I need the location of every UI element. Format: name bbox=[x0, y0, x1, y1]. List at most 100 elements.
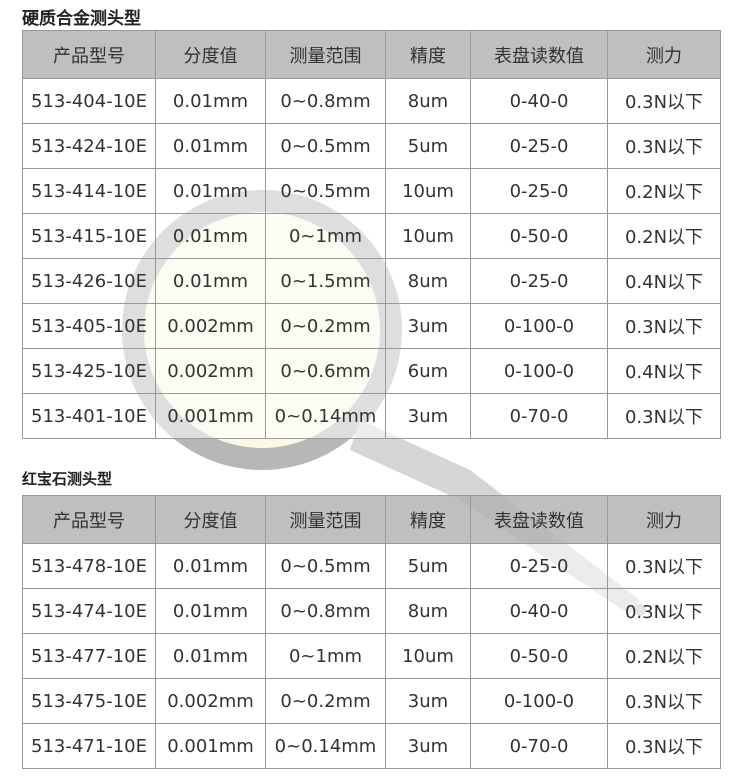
table-cell: 0.3N以下 bbox=[607, 78, 721, 124]
table-row: 513-478-10E 0.01mm 0~0.5mm 5um 0-25-0 0.3N以下 bbox=[22, 543, 721, 589]
table-cell: 0.3N以下 bbox=[607, 303, 721, 349]
table-cell: 0~0.8mm bbox=[265, 588, 386, 634]
table-row: 513-415-10E 0.01mm 0~1mm 10um 0-50-0 0.2N以下 bbox=[22, 213, 721, 259]
table-cell: 0-25-0 bbox=[470, 543, 608, 589]
table-cell: 0.3N以下 bbox=[607, 678, 721, 724]
table-cell: 3um bbox=[385, 723, 471, 769]
table-row: 513-414-10E 0.01mm 0~0.5mm 10um 0-25-0 0.2N以下 bbox=[22, 168, 721, 214]
table-cell: 513-426-10E bbox=[22, 258, 156, 304]
table-cell: 513-415-10E bbox=[22, 213, 156, 259]
table-cell: 513-401-10E bbox=[22, 393, 156, 439]
table-cell: 8um bbox=[385, 78, 471, 124]
table-row: 513-426-10E 0.01mm 0~1.5mm 8um 0-25-0 0.4N以下 bbox=[22, 258, 721, 304]
table-cell: 0-50-0 bbox=[470, 213, 608, 259]
table-cell: 0~0.5mm bbox=[265, 168, 386, 214]
table-cell: 0.3N以下 bbox=[607, 723, 721, 769]
table-cell: 0.2N以下 bbox=[607, 633, 721, 679]
table-cell: 513-414-10E bbox=[22, 168, 156, 214]
table-cell: 513-405-10E bbox=[22, 303, 156, 349]
table-cell: 10um bbox=[385, 633, 471, 679]
column-header: 精度 bbox=[385, 30, 471, 79]
table-cell: 0.4N以下 bbox=[607, 348, 721, 394]
table-cell: 0-40-0 bbox=[470, 588, 608, 634]
column-header: 产品型号 bbox=[22, 30, 156, 79]
table-cell: 0-100-0 bbox=[470, 678, 608, 724]
table-cell: 0.2N以下 bbox=[607, 168, 721, 214]
table-cell: 5um bbox=[385, 543, 471, 589]
column-header: 表盘读数值 bbox=[470, 30, 608, 79]
table-cell: 0~0.14mm bbox=[265, 393, 386, 439]
table-cell: 0.01mm bbox=[155, 543, 266, 589]
table-cell: 5um bbox=[385, 123, 471, 169]
table-cell: 0~0.6mm bbox=[265, 348, 386, 394]
table-cell: 0-70-0 bbox=[470, 723, 608, 769]
table-cell: 0.002mm bbox=[155, 303, 266, 349]
column-header: 产品型号 bbox=[22, 495, 156, 544]
table-cell: 513-478-10E bbox=[22, 543, 156, 589]
table-row: 513-401-10E 0.001mm 0~0.14mm 3um 0-70-0 0.3N以… bbox=[22, 393, 721, 439]
table-cell: 0-25-0 bbox=[470, 258, 608, 304]
table-cell: 513-425-10E bbox=[22, 348, 156, 394]
table-cell: 3um bbox=[385, 303, 471, 349]
table-row: 513-424-10E 0.01mm 0~0.5mm 5um 0-25-0 0.3N以下 bbox=[22, 123, 721, 169]
table-row: 513-477-10E 0.01mm 0~1mm 10um 0-50-0 0.2N以下 bbox=[22, 633, 721, 679]
table-header-row: 产品型号 分度值 测量范围 精度 表盘读数值 测力 bbox=[22, 495, 721, 544]
column-header: 测量范围 bbox=[265, 495, 386, 544]
table-cell: 0-100-0 bbox=[470, 348, 608, 394]
table-cell: 8um bbox=[385, 588, 471, 634]
table-cell: 0.4N以下 bbox=[607, 258, 721, 304]
table-cell: 0.01mm bbox=[155, 258, 266, 304]
column-header: 分度值 bbox=[155, 495, 266, 544]
table-row: 513-475-10E 0.002mm 0~0.2mm 3um 0-100-0 0.3N以… bbox=[22, 678, 721, 724]
column-header: 测力 bbox=[607, 495, 721, 544]
table-cell: 6um bbox=[385, 348, 471, 394]
table-cell: 0-25-0 bbox=[470, 123, 608, 169]
table-cell: 0.002mm bbox=[155, 348, 266, 394]
table-cell: 0.3N以下 bbox=[607, 588, 721, 634]
table-cell: 3um bbox=[385, 678, 471, 724]
table-cell: 0-50-0 bbox=[470, 633, 608, 679]
table-cell: 513-474-10E bbox=[22, 588, 156, 634]
table-row: 513-474-10E 0.01mm 0~0.8mm 8um 0-40-0 0.3N以下 bbox=[22, 588, 721, 634]
column-header: 精度 bbox=[385, 495, 471, 544]
table-cell: 0.2N以下 bbox=[607, 213, 721, 259]
table-cell: 0-70-0 bbox=[470, 393, 608, 439]
table-cell: 0.3N以下 bbox=[607, 543, 721, 589]
table-cell: 0.01mm bbox=[155, 78, 266, 124]
table-cell: 513-404-10E bbox=[22, 78, 156, 124]
column-header: 分度值 bbox=[155, 30, 266, 79]
table-cell: 10um bbox=[385, 213, 471, 259]
section-title-carbide: 硬质合金测头型 bbox=[22, 9, 141, 29]
table-cell: 0.01mm bbox=[155, 213, 266, 259]
table-cell: 0.001mm bbox=[155, 723, 266, 769]
table-cell: 0-100-0 bbox=[470, 303, 608, 349]
table-row: 513-405-10E 0.002mm 0~0.2mm 3um 0-100-0 0.3N以… bbox=[22, 303, 721, 349]
table-cell: 0~0.5mm bbox=[265, 123, 386, 169]
table-cell: 0.001mm bbox=[155, 393, 266, 439]
table-cell: 0.01mm bbox=[155, 588, 266, 634]
table-cell: 0~1mm bbox=[265, 213, 386, 259]
spec-table-ruby: 产品型号 分度值 测量范围 精度 表盘读数值 测力 513-478-10E 0.01mm 0~… bbox=[22, 495, 721, 769]
table-row: 513-471-10E 0.001mm 0~0.14mm 3um 0-70-0 0.3N以… bbox=[22, 723, 721, 769]
table-cell: 8um bbox=[385, 258, 471, 304]
table-cell: 513-424-10E bbox=[22, 123, 156, 169]
table-cell: 10um bbox=[385, 168, 471, 214]
table-cell: 0~1mm bbox=[265, 633, 386, 679]
table-row: 513-404-10E 0.01mm 0~0.8mm 8um 0-40-0 0.3N以下 bbox=[22, 78, 721, 124]
table-cell: 513-471-10E bbox=[22, 723, 156, 769]
table-cell: 0.01mm bbox=[155, 633, 266, 679]
table-cell: 0~0.5mm bbox=[265, 543, 386, 589]
table-cell: 0.01mm bbox=[155, 123, 266, 169]
table-cell: 513-475-10E bbox=[22, 678, 156, 724]
table-cell: 0.3N以下 bbox=[607, 123, 721, 169]
table-cell: 0~0.8mm bbox=[265, 78, 386, 124]
table-cell: 0~0.2mm bbox=[265, 678, 386, 724]
table-row: 513-425-10E 0.002mm 0~0.6mm 6um 0-100-0 0.4N以… bbox=[22, 348, 721, 394]
column-header: 表盘读数值 bbox=[470, 495, 608, 544]
table-header-row: 产品型号 分度值 测量范围 精度 表盘读数值 测力 bbox=[22, 30, 721, 79]
column-header: 测力 bbox=[607, 30, 721, 79]
table-cell: 3um bbox=[385, 393, 471, 439]
spec-table-carbide: 产品型号 分度值 测量范围 精度 表盘读数值 测力 513-404-10E 0.01mm 0~… bbox=[22, 30, 721, 439]
table-cell: 0.01mm bbox=[155, 168, 266, 214]
table-cell: 0-40-0 bbox=[470, 78, 608, 124]
